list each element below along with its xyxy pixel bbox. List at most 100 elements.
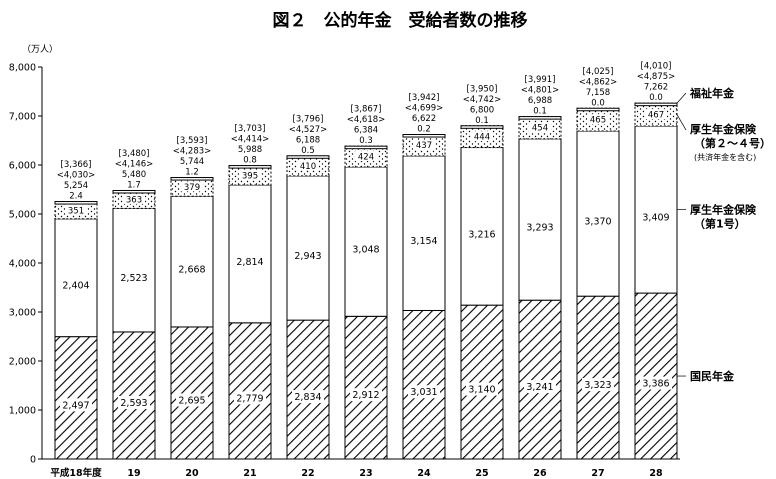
data-label-kosei-1: 2,814 bbox=[236, 257, 263, 268]
bar-fukushi bbox=[228, 165, 272, 169]
y-tick-label: 5,000 bbox=[9, 210, 36, 221]
label-bg bbox=[65, 204, 87, 215]
x-tick-label: 20 bbox=[185, 468, 199, 479]
data-label-total: 6,988 bbox=[528, 96, 552, 106]
data-label-kosei-234: 454 bbox=[532, 124, 548, 134]
data-label-kosei-234: 410 bbox=[300, 162, 316, 172]
bar-kosei-1 bbox=[576, 130, 620, 297]
legend-kosei-234-note: (共済年金を含む) bbox=[694, 152, 756, 162]
data-label-kokumin: 2,593 bbox=[120, 398, 147, 409]
data-label-fukushi: 1.7 bbox=[127, 180, 141, 190]
label-bg bbox=[582, 378, 614, 392]
bar-kokumin bbox=[576, 295, 620, 460]
data-label-kosei-234: 437 bbox=[416, 141, 432, 151]
data-label-kosei-1: 3,048 bbox=[352, 245, 379, 256]
label-bg bbox=[640, 376, 672, 390]
data-label-bracket: [3,950] bbox=[467, 84, 498, 94]
data-label-kosei-234: 363 bbox=[126, 195, 142, 205]
data-label-bracket: [3,593] bbox=[177, 136, 208, 146]
bar-kosei-1 bbox=[286, 175, 330, 321]
data-label-total: 6,622 bbox=[412, 114, 436, 124]
bar-fukushi bbox=[402, 134, 446, 138]
y-tick-label: 0 bbox=[30, 455, 36, 466]
bar-kokumin bbox=[170, 326, 214, 460]
data-label-fukushi: 0.1 bbox=[475, 116, 489, 126]
data-label-kosei-1: 3,293 bbox=[526, 223, 553, 234]
data-label-total: 5,480 bbox=[122, 170, 146, 180]
chart-title: 図２ 公的年金 受給者数の推移 bbox=[273, 10, 528, 31]
bar-kosei-1 bbox=[460, 147, 504, 306]
data-label-kosei-1: 3,154 bbox=[410, 236, 437, 247]
data-label-kosei-234: 395 bbox=[242, 171, 258, 181]
data-label-angle: <4,030> bbox=[57, 171, 96, 181]
data-label-bracket: [4,010] bbox=[641, 62, 672, 72]
data-label-bracket: [3,942] bbox=[409, 93, 440, 103]
y-tick-label: 1,000 bbox=[9, 406, 36, 417]
bar-kosei-1 bbox=[634, 125, 678, 294]
bar-kokumin bbox=[460, 304, 504, 460]
label-bg bbox=[466, 382, 498, 396]
label-bg bbox=[524, 380, 556, 394]
data-label-angle: <4,862> bbox=[579, 77, 618, 87]
label-bg bbox=[355, 151, 377, 162]
bar-fukushi bbox=[170, 177, 214, 181]
bar-kosei-1 bbox=[170, 195, 214, 328]
x-tick-label: 27 bbox=[591, 468, 604, 479]
data-label-kokumin: 2,779 bbox=[236, 393, 263, 404]
data-label-angle: <4,414> bbox=[231, 135, 270, 145]
label-bg bbox=[529, 122, 551, 133]
label-bg bbox=[471, 131, 493, 142]
label-bg bbox=[60, 398, 92, 412]
bar-fukushi bbox=[576, 107, 620, 112]
data-label-kokumin: 3,031 bbox=[410, 387, 437, 398]
label-bg bbox=[176, 393, 208, 407]
label-bg bbox=[123, 193, 145, 204]
bar-fukushi bbox=[344, 145, 388, 150]
data-label-fukushi: 0.8 bbox=[243, 156, 257, 166]
data-label-bracket: [3,796] bbox=[293, 114, 324, 124]
data-label-total: 6,384 bbox=[354, 126, 378, 136]
data-label-angle: <4,618> bbox=[347, 115, 386, 125]
label-bg bbox=[587, 114, 609, 125]
label-bg bbox=[239, 169, 261, 180]
label-bg bbox=[413, 139, 435, 150]
data-label-fukushi: 1.2 bbox=[185, 168, 199, 178]
data-label-bracket: [4,025] bbox=[583, 67, 614, 77]
data-label-angle: <4,699> bbox=[405, 104, 444, 114]
bar-kosei-1 bbox=[112, 207, 156, 333]
bar-fukushi bbox=[460, 125, 504, 129]
data-label-total: 5,988 bbox=[238, 145, 262, 155]
bar-kosei-1 bbox=[518, 138, 562, 301]
data-label-fukushi: 0.2 bbox=[417, 125, 431, 135]
x-tick-label: 22 bbox=[301, 468, 314, 479]
x-tick-label: 19 bbox=[127, 468, 140, 479]
legend-kosei-234-line1: 厚生年金保険 bbox=[690, 122, 757, 136]
label-bg bbox=[181, 181, 203, 192]
data-label-angle: <4,801> bbox=[521, 86, 560, 96]
legend-leader-kosei-234 bbox=[676, 114, 687, 131]
bar-kokumin bbox=[518, 299, 562, 460]
bar-kosei-1 bbox=[402, 155, 446, 311]
legend-kosei-1-line1: 厚生年金保険 bbox=[690, 203, 757, 217]
data-label-kokumin: 2,912 bbox=[352, 390, 379, 401]
x-tick-label: 28 bbox=[649, 468, 663, 479]
data-label-kokumin: 2,695 bbox=[178, 395, 205, 406]
data-label-bracket: [3,366] bbox=[61, 160, 92, 170]
data-label-kosei-1: 2,668 bbox=[178, 265, 205, 276]
bar-kosei-1 bbox=[54, 218, 98, 338]
data-label-kosei-1: 2,943 bbox=[294, 251, 321, 262]
bar-fukushi bbox=[112, 189, 156, 194]
data-label-angle: <4,742> bbox=[463, 95, 502, 105]
y-tick-label: 2,000 bbox=[9, 357, 36, 368]
data-label-fukushi: 0.1 bbox=[533, 107, 547, 117]
data-label-angle: <4,283> bbox=[173, 147, 212, 157]
data-label-kokumin: 3,386 bbox=[642, 379, 669, 390]
legend-leader-fukushi bbox=[676, 92, 687, 104]
data-label-kosei-1: 2,523 bbox=[120, 273, 147, 284]
data-label-kosei-234: 467 bbox=[648, 111, 664, 121]
x-tick-label: 21 bbox=[243, 468, 256, 479]
data-label-total: 5,254 bbox=[64, 181, 88, 191]
data-label-fukushi: 0.0 bbox=[591, 98, 605, 108]
data-label-fukushi: 2.4 bbox=[69, 192, 83, 202]
bar-kokumin bbox=[228, 322, 272, 460]
